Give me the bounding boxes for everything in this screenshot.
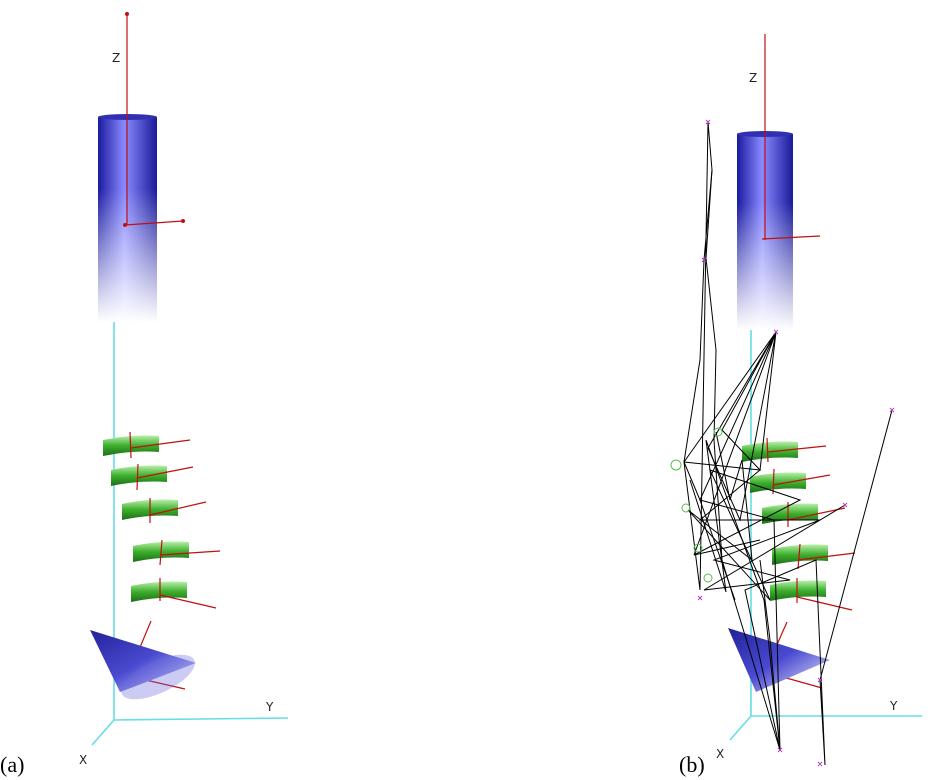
axis-label-x: X (716, 747, 724, 761)
axis-label-y: Y (265, 700, 274, 714)
panel-a: Z Y X (a) (0, 12, 288, 777)
panel-label: (a) (0, 752, 24, 777)
axis-label-x: X (79, 753, 87, 767)
axis-label-z: Z (112, 51, 120, 65)
axis-label-z: Z (749, 71, 757, 85)
panel-b: Z Y X (b) (671, 34, 922, 777)
figure: Z Y X (a) (0, 0, 934, 780)
axis-label-y: Y (889, 699, 898, 713)
panel-label: (b) (679, 752, 705, 777)
